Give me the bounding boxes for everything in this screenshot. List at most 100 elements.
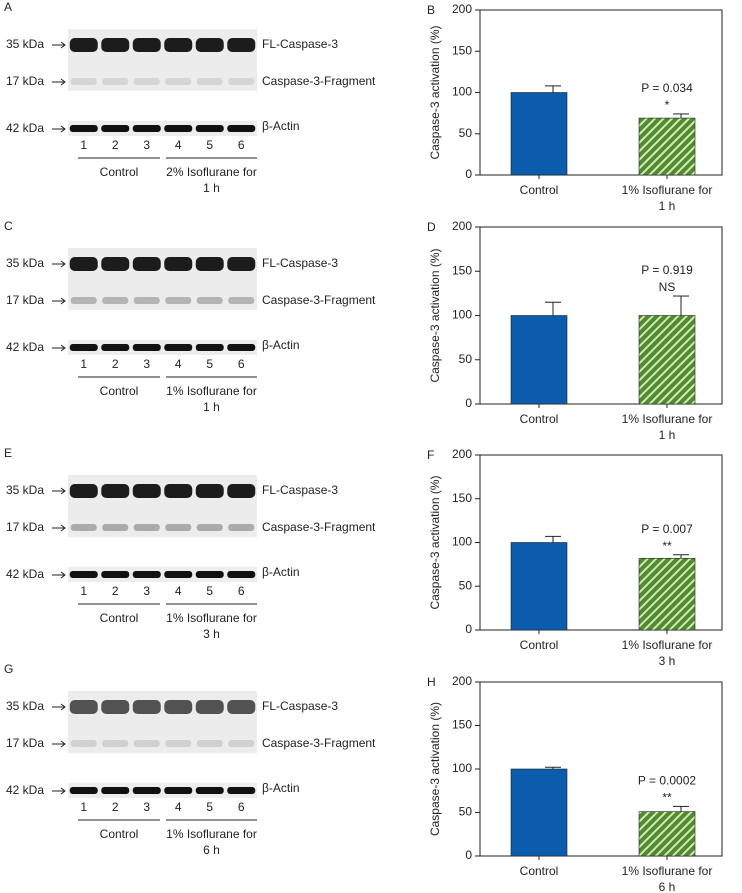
fragment-band [133,740,160,747]
bar [638,811,696,857]
fragment-band [165,297,192,304]
actin-band [101,571,130,578]
lane-number: 6 [238,357,245,371]
marker-arrow [52,78,66,86]
marker-arrow [52,41,66,49]
lane-number: 3 [143,357,150,371]
blot-image [68,475,257,537]
fl-band [227,484,256,498]
marker-label: 35 kDa [6,37,44,51]
marker-arrow [52,703,66,711]
y-axis-title: Caspase-3 activation (%) [428,248,442,382]
fl-band [132,257,161,271]
blot-image [68,248,257,310]
actin-band [69,787,98,794]
band-label: FL-Caspase-3 [262,699,338,713]
marker-arrow [52,787,66,795]
lane-number: 6 [238,138,245,152]
fragment-band [165,524,192,531]
fragment-band [165,740,192,747]
marker-label: 35 kDa [6,256,44,270]
group-label: Control [99,165,139,179]
significance: NS [659,280,676,294]
marker-label: 42 kDa [6,121,44,135]
y-axis-title: Caspase-3 activation (%) [428,25,442,159]
panel-letter: D [427,220,436,234]
panel-letter: H [427,675,436,689]
y-tick-label: 200 [452,2,472,16]
lane-number: 5 [206,138,213,152]
fl-band [195,484,224,498]
y-axis-title: Caspase-3 activation (%) [428,702,442,836]
y-tick-label: 150 [452,718,472,732]
p-value: P = 0.919 [641,263,693,277]
bar [510,542,568,631]
bar [510,315,568,405]
y-tick-label: 200 [452,447,472,461]
x-tick-label: Control [519,183,559,197]
x-tick-label: 1% Isoflurane for 1 h [621,412,713,442]
marker-label: 17 kDa [6,293,44,307]
marker-arrow [52,740,66,748]
actin-strip [68,567,257,582]
actin-band [69,344,98,351]
fl-band [132,484,161,498]
x-tick-label: 1% Isoflurane for 1 h [621,183,713,213]
fl-band [164,700,193,714]
actin-strip [68,340,257,355]
fragment-band [70,524,97,531]
band-label: Caspase-3-Fragment [262,293,376,307]
marker-arrow [52,344,66,352]
fl-band [195,38,224,52]
marker-arrow [52,297,66,305]
y-tick-label: 50 [459,578,473,592]
significance: ** [662,791,672,805]
marker-label: 42 kDa [6,567,44,581]
band-label: Caspase-3-Fragment [262,520,376,534]
actin-strip [68,783,257,798]
lane-number: 4 [175,138,182,152]
actin-band [227,344,256,351]
y-tick-label: 150 [452,43,472,57]
blot-image [68,29,257,91]
bar [638,117,696,176]
fragment-band [70,297,97,304]
bar [638,315,696,405]
fragment-band [196,78,223,85]
lane-number: 5 [206,584,213,598]
fragment-band [196,524,223,531]
fragment-band [133,78,160,85]
significance: ** [662,539,672,553]
fl-band [195,257,224,271]
lane-number: 3 [143,800,150,814]
panel-letter: B [427,3,435,17]
lane-number: 4 [175,357,182,371]
lane-number: 4 [175,800,182,814]
actin-band [132,125,161,132]
group-label: Control [99,611,139,625]
fragment-band [228,740,255,747]
actin-band [164,571,193,578]
panel-letter: F [427,448,434,462]
fl-band [227,38,256,52]
group-label: Control [99,384,139,398]
actin-band [195,125,224,132]
actin-band [132,787,161,794]
fl-band [227,700,256,714]
marker-label: 17 kDa [6,736,44,750]
actin-band [195,571,224,578]
lane-number: 1 [80,800,87,814]
p-value: P = 0.034 [641,81,693,95]
actin-band [227,571,256,578]
marker-arrow [52,571,66,579]
panel-letter: E [4,446,12,460]
fl-band [69,257,98,271]
fragment-band [196,297,223,304]
p-value: P = 0.007 [641,522,693,536]
lane-number: 4 [175,584,182,598]
lane-number: 2 [112,138,119,152]
x-tick-label: Control [519,864,559,878]
group-label: 1% Isoflurane for 3 h [166,611,257,641]
x-tick-label: 1% Isoflurane for 6 h [621,864,713,893]
